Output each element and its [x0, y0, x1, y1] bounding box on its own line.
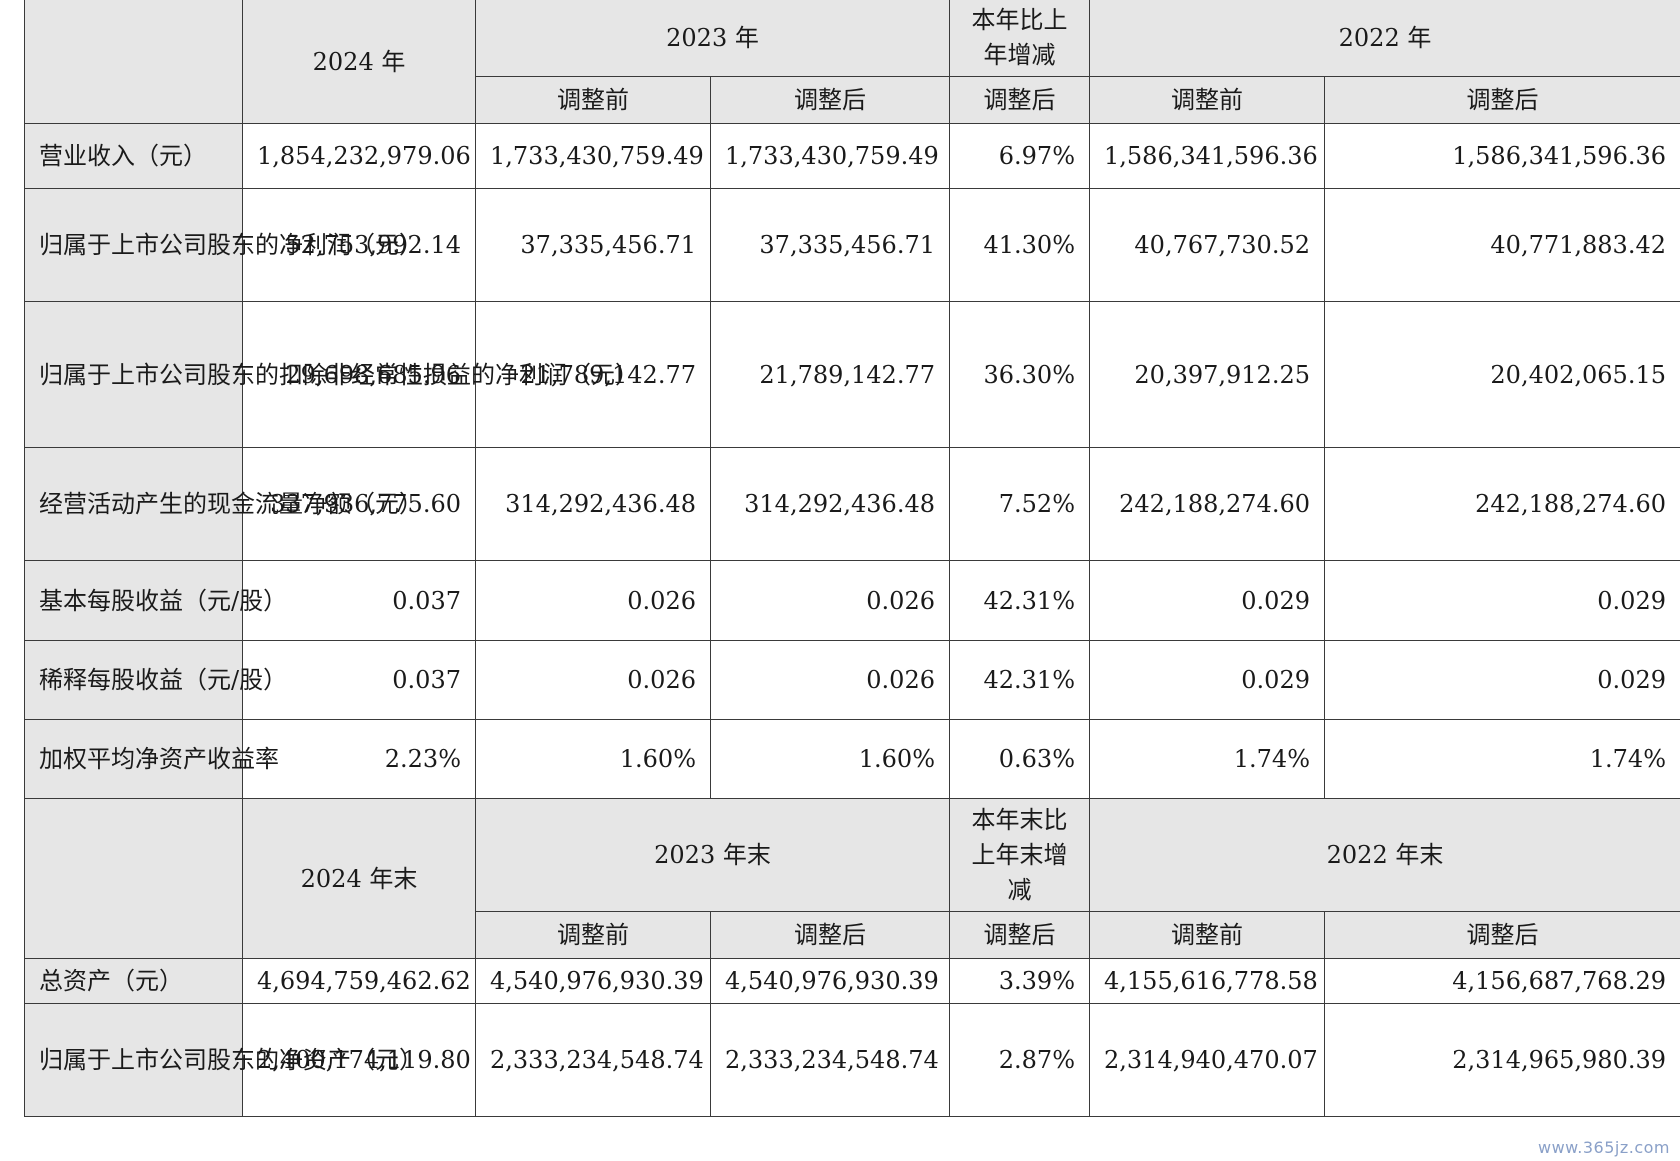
table-row: 基本每股收益（元/股） 0.037 0.026 0.026 42.31% 0.0…	[24, 560, 1680, 641]
value-cell: 0.029	[1089, 560, 1325, 641]
table-row: 归属于上市公司股东的净利润（元） 52,753,992.14 37,335,45…	[24, 188, 1680, 302]
header-row-years: 2024 年 2023 年 本年比上年增减 2022 年	[24, 0, 1680, 124]
value-cell: 1,854,232,979.06	[242, 123, 476, 189]
value-cell: 0.026	[710, 560, 950, 641]
value-cell: 36.30%	[949, 301, 1090, 448]
row-label: 加权平均净资产收益率	[24, 719, 279, 799]
value-cell: 21,789,142.77	[710, 301, 950, 448]
row-label: 稀释每股收益（元/股）	[24, 640, 287, 720]
value-cell: 1,733,430,759.49	[475, 123, 711, 189]
value-cell: 2.87%	[949, 1003, 1090, 1117]
table-row: 总资产（元） 4,694,759,462.62 4,540,976,930.39…	[24, 958, 1680, 1004]
value-cell: 4,156,687,768.29	[1324, 958, 1680, 1004]
header-sub-cell: 调整后	[710, 76, 950, 124]
value-cell: 4,540,976,930.39	[710, 958, 950, 1004]
value-cell: 42.31%	[949, 640, 1090, 720]
header-blank-cell	[24, 798, 243, 959]
value-cell: 1.60%	[475, 719, 711, 799]
value-cell: 4,694,759,462.62	[242, 958, 476, 1004]
value-cell: 4,540,976,930.39	[475, 958, 711, 1004]
value-cell: 314,292,436.48	[710, 447, 950, 561]
table-row: 归属于上市公司股东的净资产（元） 2,400,174,119.80 2,333,…	[24, 1003, 1680, 1117]
value-cell: 1.60%	[710, 719, 950, 799]
value-cell: 1,733,430,759.49	[710, 123, 950, 189]
row-label: 经营活动产生的现金流量净额（元）	[24, 447, 423, 561]
header-2024: 2024 年	[242, 0, 476, 124]
header-change-end: 本年末比上年末增减	[949, 798, 1090, 912]
value-cell: 42.31%	[949, 560, 1090, 641]
value-cell: 2,333,234,548.74	[710, 1003, 950, 1117]
value-cell: 314,292,436.48	[475, 447, 711, 561]
table-row: 稀释每股收益（元/股） 0.037 0.026 0.026 42.31% 0.0…	[24, 640, 1680, 720]
header-blank-cell	[24, 0, 243, 124]
value-cell: 0.026	[710, 640, 950, 720]
watermark: www.365jz.com	[1537, 1138, 1670, 1157]
header-sub-cell: 调整后	[1324, 76, 1680, 124]
header-sub-cell: 调整后	[710, 911, 950, 959]
value-cell: 20,402,065.15	[1324, 301, 1680, 448]
value-cell: 21,789,142.77	[475, 301, 711, 448]
header-sub-cell: 调整前	[1089, 911, 1325, 959]
header-change: 本年比上年增减	[949, 0, 1090, 77]
value-cell: 337,936,775.60	[242, 447, 476, 561]
row-label: 归属于上市公司股东的净资产（元）	[24, 1003, 423, 1117]
value-cell: 41.30%	[949, 188, 1090, 302]
header-sub-cell: 调整后	[949, 76, 1090, 124]
header-row-sub: 调整前 调整后 调整后 调整前 调整后	[25, 76, 1680, 124]
value-cell: 0.029	[1324, 560, 1680, 641]
value-cell: 3.39%	[949, 958, 1090, 1004]
table-row: 归属于上市公司股东的扣除非经常性损益的净利润（元） 29,698,685.96 …	[24, 301, 1680, 448]
value-cell: 0.037	[242, 640, 476, 720]
value-cell: 1,586,341,596.36	[1324, 123, 1680, 189]
value-cell: 2,400,174,119.80	[242, 1003, 476, 1117]
value-cell: 242,188,274.60	[1089, 447, 1325, 561]
header-2022: 2022 年	[1089, 0, 1680, 77]
header-row-year-end: 2024 年末 2023 年末 本年末比上年末增减 2022 年末	[24, 798, 1680, 959]
table-row: 经营活动产生的现金流量净额（元） 337,936,775.60 314,292,…	[24, 447, 1680, 561]
value-cell: 1.74%	[1089, 719, 1325, 799]
value-cell: 29,698,685.96	[242, 301, 476, 448]
header-sub-cell: 调整前	[1089, 76, 1325, 124]
value-cell: 40,767,730.52	[1089, 188, 1325, 302]
value-cell: 20,397,912.25	[1089, 301, 1325, 448]
value-cell: 0.026	[475, 640, 711, 720]
row-label: 营业收入（元）	[24, 123, 243, 189]
header-sub-cell: 调整后	[949, 911, 1090, 959]
value-cell: 40,771,883.42	[1324, 188, 1680, 302]
header-sub-cell: 调整前	[475, 76, 711, 124]
header-sub-cell: 调整后	[1324, 911, 1680, 959]
row-label: 归属于上市公司股东的净利润（元）	[24, 188, 423, 302]
row-label: 归属于上市公司股东的扣除非经常性损益的净利润（元）	[24, 301, 639, 448]
value-cell: 4,155,616,778.58	[1089, 958, 1325, 1004]
value-cell: 37,335,456.71	[475, 188, 711, 302]
value-cell: 2,333,234,548.74	[475, 1003, 711, 1117]
value-cell: 7.52%	[949, 447, 1090, 561]
value-cell: 0.029	[1089, 640, 1325, 720]
value-cell: 242,188,274.60	[1324, 447, 1680, 561]
row-label: 总资产（元）	[24, 958, 243, 1004]
row-label: 基本每股收益（元/股）	[24, 560, 287, 641]
value-cell: 0.63%	[949, 719, 1090, 799]
header-2023-end: 2023 年末	[475, 798, 950, 912]
header-2023: 2023 年	[475, 0, 950, 77]
header-sub-cell: 调整前	[475, 911, 711, 959]
value-cell: 52,753,992.14	[242, 188, 476, 302]
financial-data-table: 2024 年 2023 年 本年比上年增减 2022 年 调整前 调整后 调整后…	[24, 0, 1680, 1117]
table-row: 营业收入（元） 1,854,232,979.06 1,733,430,759.4…	[24, 123, 1680, 189]
value-cell: 0.026	[475, 560, 711, 641]
value-cell: 2.23%	[242, 719, 476, 799]
header-2024-end: 2024 年末	[242, 798, 476, 959]
value-cell: 1,586,341,596.36	[1089, 123, 1325, 189]
value-cell: 2,314,940,470.07	[1089, 1003, 1325, 1117]
header-2022-end: 2022 年末	[1089, 798, 1680, 912]
value-cell: 6.97%	[949, 123, 1090, 189]
value-cell: 1.74%	[1324, 719, 1680, 799]
value-cell: 2,314,965,980.39	[1324, 1003, 1680, 1117]
table-row: 加权平均净资产收益率 2.23% 1.60% 1.60% 0.63% 1.74%…	[24, 719, 1680, 799]
value-cell: 0.029	[1324, 640, 1680, 720]
value-cell: 37,335,456.71	[710, 188, 950, 302]
